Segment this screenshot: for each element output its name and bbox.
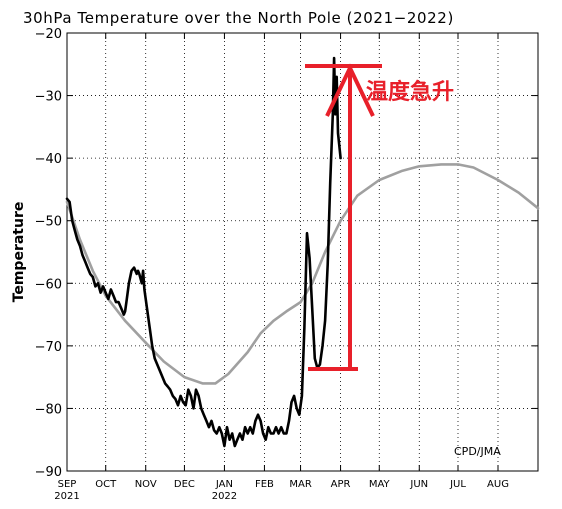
x-tick-label: DEC [174, 479, 195, 490]
x-tick-label: JUN [409, 479, 428, 490]
rise-arrow-head [325, 63, 375, 117]
plot-area-frame [66, 32, 539, 472]
x-tick-label: OCT [95, 479, 117, 490]
x-tick-label: MAY [369, 479, 391, 490]
x-tick-year-label: 2022 [212, 491, 237, 502]
y-tick-label: −80 [35, 402, 62, 417]
grid-lines [67, 33, 538, 471]
x-tick-label: MAR [289, 479, 311, 490]
y-tick-label: −70 [35, 340, 62, 355]
y-axis: −20 −30 −40 −50 −60 −70 −80 −90 [35, 27, 538, 480]
chart-title: 30hPa Temperature over the North Pole (2… [23, 9, 454, 27]
x-tick-label: AUG [487, 479, 509, 490]
x-tick-label: NOV [135, 479, 157, 490]
x-tick-label: SEP [58, 479, 77, 490]
y-tick-label: −40 [35, 152, 62, 167]
climatology-line [65, 163, 540, 385]
x-tick-label: JUL [449, 479, 466, 490]
x-tick-label: FEB [255, 479, 274, 490]
y-tick-label: −30 [35, 90, 62, 105]
y-tick-label: −90 [35, 465, 62, 480]
series-layer [65, 56, 540, 448]
credit-label: CPD/JMA [454, 445, 501, 458]
temperature-surge-label: 温度急升 [366, 79, 454, 105]
annotation-layer: 温度急升 CPD/JMA [305, 63, 501, 458]
y-tick-label: −60 [35, 277, 62, 292]
x-tick-label: JAN [215, 479, 233, 490]
y-tick-label: −20 [35, 27, 62, 42]
observed-temperature-line [65, 56, 342, 448]
x-tick-year-label: 2021 [54, 491, 79, 502]
y-tick-label: −50 [35, 215, 62, 230]
x-tick-label: APR [331, 479, 351, 490]
y-axis-label: Temperature [11, 202, 27, 303]
